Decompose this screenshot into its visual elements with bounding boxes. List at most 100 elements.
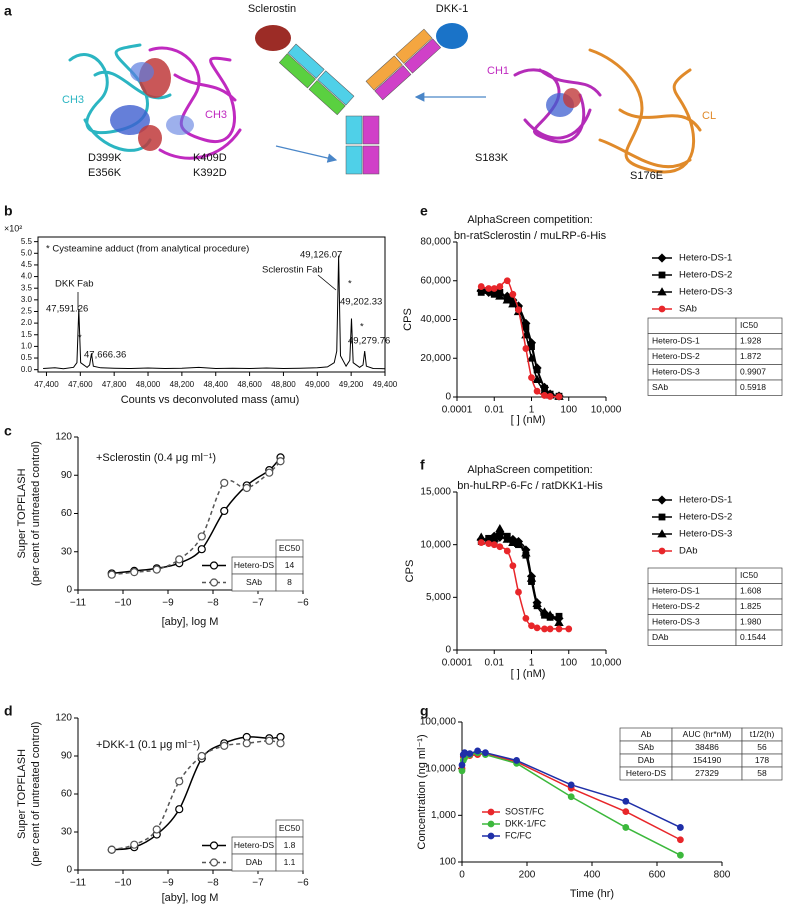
marker: [622, 824, 630, 831]
marker: [526, 353, 537, 362]
marker: [175, 555, 184, 564]
marker: [622, 808, 630, 816]
table-cell: [741, 766, 783, 781]
table-cell: [275, 853, 304, 872]
y-tick-label: 15,000: [420, 487, 451, 498]
y-tick-label: 30: [61, 827, 73, 838]
y-tick-label: 20,000: [420, 353, 451, 364]
x-axis-label: [ ] (nM): [511, 668, 546, 680]
x-axis-label: [aby], log M: [162, 892, 219, 904]
x-tick-label: −6: [297, 598, 309, 609]
table-header: IC50: [740, 570, 758, 580]
marker: [522, 345, 530, 352]
y-tick-label: 60: [61, 789, 73, 800]
y-axis-label: CPS: [402, 308, 414, 331]
pointer: [317, 274, 337, 291]
chart-title: AlphaScreen competition:: [467, 214, 592, 226]
series-line: [481, 535, 560, 620]
table-header: AUC (hr*nM): [683, 729, 732, 739]
table-value: 1.1: [284, 857, 296, 867]
marker: [509, 562, 517, 570]
table-value: 0.9907: [740, 367, 766, 377]
y-tick-label: 3.5: [21, 283, 33, 292]
series-line: [111, 456, 282, 575]
marker: [107, 570, 116, 579]
peak-label: 47,591.26: [46, 304, 88, 315]
marker: [458, 767, 466, 775]
x-tick-label: −10: [115, 598, 132, 609]
series-line: [481, 279, 560, 398]
mutation-label: S176E: [630, 170, 663, 182]
y-axis-label: CPS: [404, 560, 416, 583]
table-row-label: Hetero-DS-2: [652, 601, 700, 611]
marker: [532, 374, 542, 383]
marker: [209, 841, 219, 850]
x-tick-label: 600: [649, 870, 666, 881]
y-tick-label: 120: [55, 432, 72, 443]
legend-label: DKK-1/FC: [505, 818, 547, 828]
x-tick-label: −7: [252, 878, 264, 889]
panel-label: g: [420, 703, 429, 719]
peak-label: 49,126.07: [300, 250, 342, 261]
marker: [197, 545, 206, 554]
marker: [209, 578, 219, 587]
y-tick-label: 2.5: [21, 307, 33, 316]
marker: [528, 622, 535, 630]
right-structure: [513, 48, 702, 174]
chain-label: CL: [702, 110, 716, 122]
marker: [220, 741, 229, 750]
table-row-label: Hetero-DS-2: [652, 351, 700, 361]
sclerostin-icon: [255, 25, 291, 51]
marker: [677, 836, 684, 844]
marker: [276, 457, 285, 466]
x-tick-label: 0.0001: [442, 405, 473, 416]
marker: [487, 820, 495, 828]
y-axis-label: Super TOPFLASH: [16, 468, 28, 558]
x-tick-label: −11: [70, 598, 87, 609]
chart-title: AlphaScreen competition:: [467, 464, 592, 476]
marker: [485, 540, 493, 548]
y-tick-label: 120: [55, 713, 72, 724]
marker: [677, 824, 684, 831]
peak-label: 49,279.76: [348, 336, 390, 347]
marker: [509, 290, 517, 298]
y-tick-label: 10,000: [420, 539, 451, 550]
marker: [546, 625, 554, 633]
table-value: 1.825: [740, 601, 762, 611]
table-row-label: Hetero-DS-3: [652, 617, 700, 627]
marker: [513, 538, 524, 548]
marker: [502, 295, 512, 304]
marker: [487, 808, 495, 816]
marker: [276, 739, 285, 748]
mutation-label: E356K: [88, 167, 122, 179]
y-tick-label: 100,000: [420, 717, 457, 728]
marker: [658, 513, 666, 521]
marker: [539, 607, 550, 616]
x-tick-label: −11: [70, 878, 87, 889]
marker: [175, 777, 184, 786]
marker: [477, 539, 485, 546]
mutation-label: K392D: [193, 167, 227, 179]
table-row-label: Hetero-DS-1: [652, 586, 700, 596]
marker: [545, 610, 555, 619]
legend-label: DAb: [246, 857, 263, 867]
annotation: * Cysteamine adduct (from analytical pro…: [46, 244, 249, 255]
marker: [502, 534, 512, 543]
y-tick-label: 5.0: [21, 248, 33, 257]
table-value: 38486: [695, 742, 719, 752]
table-header: EC50: [279, 823, 301, 833]
table-row-label: Hetero-DS-3: [652, 367, 700, 377]
marker: [265, 468, 274, 477]
marker: [152, 565, 161, 574]
table-cell: [647, 317, 737, 334]
table-cell: [647, 567, 737, 584]
marker: [175, 805, 184, 814]
y-tick-label: 4.0: [21, 272, 33, 281]
legend-label: SAb: [679, 304, 697, 315]
panel-label: f: [420, 457, 425, 473]
table-header: t1/2(h): [750, 729, 775, 739]
x-tick-label: 200: [519, 870, 536, 881]
x-tick-label: 1: [529, 405, 535, 416]
series-line: [111, 740, 281, 851]
